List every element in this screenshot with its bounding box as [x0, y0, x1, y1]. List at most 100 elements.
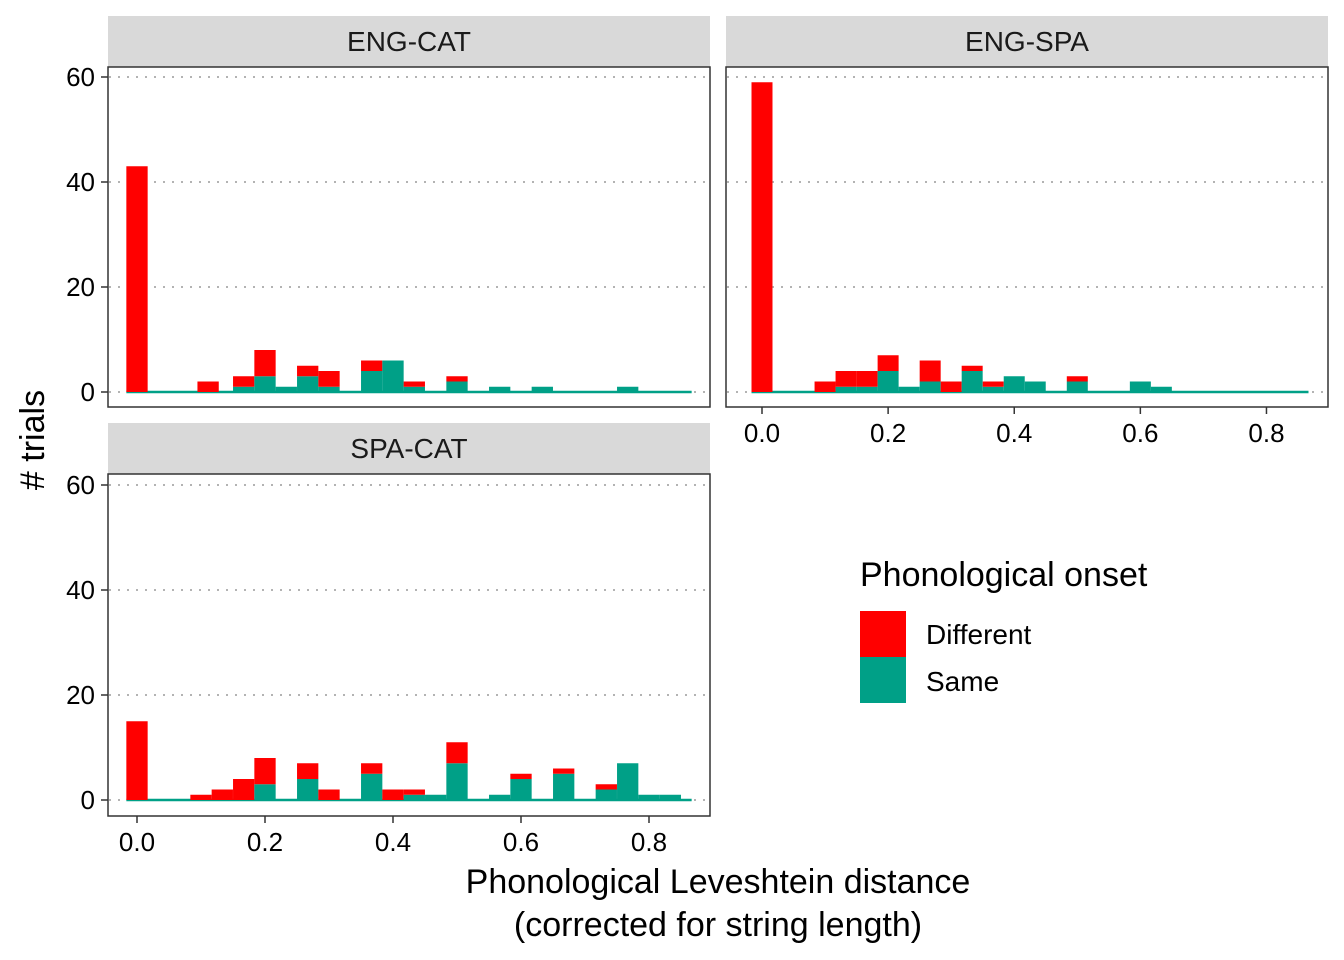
bar-different: [940, 381, 962, 392]
bar-same: [1129, 381, 1151, 392]
y-tick-label: 20: [66, 272, 95, 302]
bar-same: [617, 386, 639, 392]
bar-same: [835, 386, 857, 392]
bar-different: [919, 360, 941, 382]
x-tick-label: 0.6: [503, 827, 539, 857]
bar-same: [1024, 381, 1046, 392]
bar-different: [751, 82, 773, 392]
x-axis-title-line1: Phonological Leveshtein distance: [466, 863, 971, 901]
legend-swatch-same: [860, 657, 906, 703]
legend-label-same: Same: [926, 666, 999, 697]
bar-same: [446, 763, 468, 800]
bar-same: [531, 386, 553, 392]
bar-different: [254, 350, 276, 377]
bar-same: [382, 360, 404, 392]
bar-different: [856, 371, 878, 387]
panel-border: [107, 473, 711, 817]
bar-different: [254, 758, 276, 785]
bar-same: [1003, 376, 1025, 392]
y-tick-label: 40: [66, 167, 95, 197]
x-tick-label: 0.0: [744, 418, 780, 448]
bar-different: [318, 789, 340, 800]
legend-title: Phonological onset: [860, 556, 1148, 594]
y-tick-label: 40: [66, 575, 95, 605]
bar-same: [361, 773, 383, 800]
bar-different: [814, 381, 836, 392]
bar-same: [403, 794, 425, 800]
y-tick-label: 0: [81, 785, 95, 815]
legend-swatch-different: [860, 611, 906, 657]
bar-different: [197, 381, 219, 392]
bar-different: [1066, 376, 1088, 382]
strip-background: [108, 423, 710, 474]
bar-same: [254, 784, 276, 800]
x-tick-label: 0.6: [1122, 418, 1158, 448]
bar-different: [446, 376, 468, 382]
strip-background: [108, 16, 710, 67]
bar-same: [856, 386, 878, 392]
bar-different: [233, 779, 255, 800]
bar-same: [425, 794, 447, 800]
panel-spa-cat: SPA-CAT 0 20 40 60 0.0 0.2 0.4 0.6 0.8: [66, 423, 711, 857]
x-tick-label: 0.4: [375, 827, 411, 857]
bar-same: [982, 386, 1004, 392]
y-tick-label: 0: [81, 377, 95, 407]
bar-same: [1066, 381, 1088, 392]
bar-different: [211, 789, 233, 800]
panel-eng-spa: ENG-SPA 0.0 0.2 0.4 0.6 0.8: [725, 16, 1329, 448]
bar-different: [403, 789, 425, 795]
y-tick-label: 60: [66, 470, 95, 500]
bar-same: [318, 386, 340, 392]
bar-same: [659, 794, 681, 800]
bar-same: [361, 371, 383, 392]
bar-same: [638, 794, 660, 800]
bar-different: [382, 789, 404, 800]
bar-different: [553, 768, 575, 774]
x-tick-label: 0.0: [119, 827, 155, 857]
bar-different: [982, 381, 1004, 387]
bar-same: [1150, 386, 1172, 392]
bar-same: [898, 386, 920, 392]
bar-same: [510, 779, 532, 800]
bar-different: [297, 763, 319, 779]
strip-label: SPA-CAT: [350, 433, 467, 464]
panel-eng-cat: ENG-CAT 0 20 40 60: [66, 16, 711, 408]
bar-different: [510, 773, 532, 779]
bar-same: [297, 779, 319, 800]
x-tick-label: 0.2: [247, 827, 283, 857]
legend-label-different: Different: [926, 619, 1032, 650]
bar-same: [919, 381, 941, 392]
x-tick-label: 0.4: [996, 418, 1032, 448]
x-axis-title-line2: (corrected for string length): [514, 906, 922, 944]
bar-different: [318, 371, 340, 387]
x-tick-label: 0.8: [631, 827, 667, 857]
bar-different: [233, 376, 255, 387]
bar-different: [297, 365, 319, 377]
bar-different: [126, 166, 148, 392]
panel-border: [107, 66, 711, 408]
bar-same: [275, 386, 297, 392]
bar-different: [446, 742, 468, 764]
bar-same: [617, 763, 639, 800]
bar-different: [595, 784, 617, 790]
bar-same: [489, 794, 511, 800]
strip-label: ENG-SPA: [965, 26, 1089, 57]
bar-same: [254, 376, 276, 392]
bar-same: [877, 371, 899, 392]
y-axis-title: # trials: [14, 390, 52, 490]
bar-different: [190, 794, 212, 800]
bar-same: [489, 386, 511, 392]
bar-same: [553, 773, 575, 800]
bar-same: [595, 789, 617, 800]
bar-same: [297, 376, 319, 392]
bar-same: [403, 386, 425, 392]
panel-border: [725, 66, 1329, 408]
bar-different: [835, 371, 857, 387]
bar-different: [403, 381, 425, 387]
y-tick-label: 20: [66, 680, 95, 710]
bar-same: [233, 386, 255, 392]
bar-different: [126, 721, 148, 800]
bar-different: [961, 365, 983, 371]
y-tick-label: 60: [66, 62, 95, 92]
bar-different: [877, 355, 899, 371]
